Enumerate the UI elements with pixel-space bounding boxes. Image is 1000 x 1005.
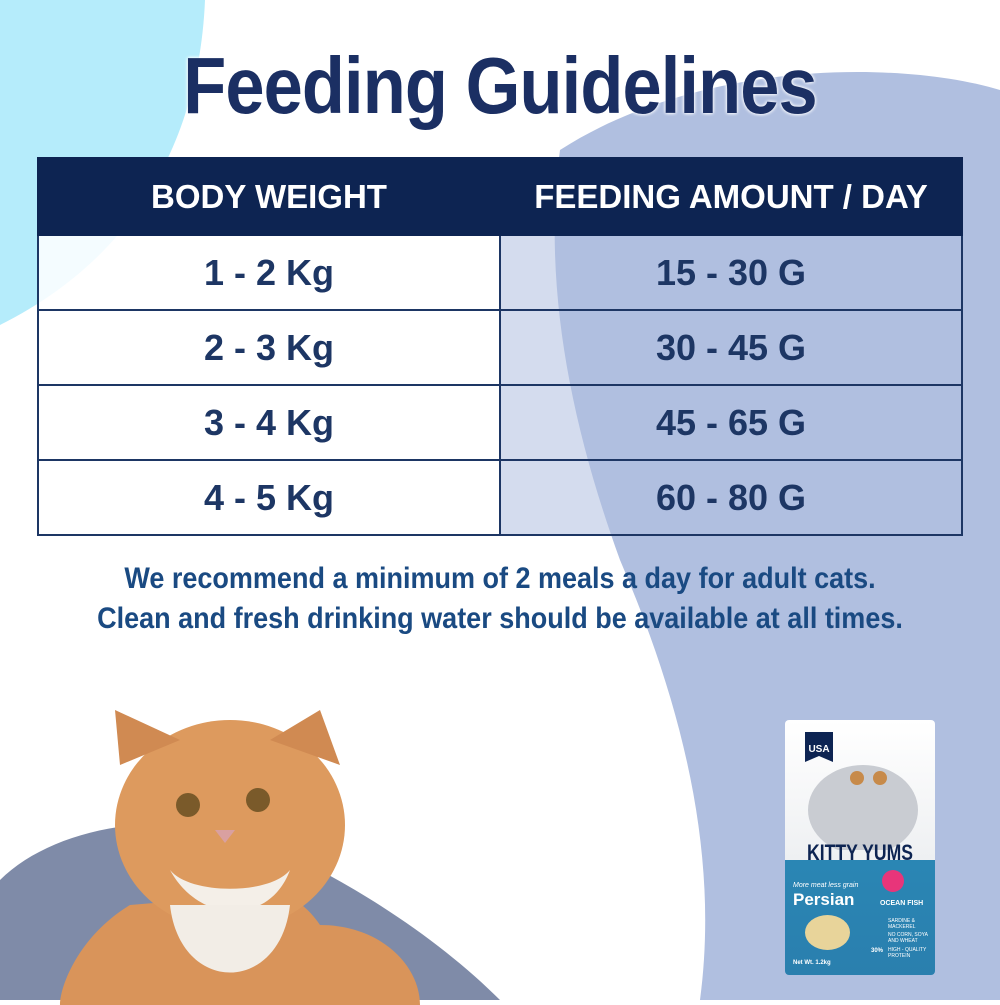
cat-illustration	[60, 710, 420, 1005]
weight-cell: 4 - 5 Kg	[37, 459, 501, 536]
note-meals: We recommend a minimum of 2 meals a day …	[124, 562, 876, 595]
usa-badge: USA	[805, 732, 833, 762]
feature-3: HIGH - QUALITY PROTEIN	[888, 947, 927, 959]
feature-2: NO CORN, SOYA AND WHEAT	[888, 932, 928, 944]
page-title: Feeding Guidelines	[183, 41, 817, 130]
flavor: OCEAN FISH	[880, 900, 924, 907]
table-header-row: BODY WEIGHT FEEDING AMOUNT / DAY	[37, 157, 963, 236]
amount-cell: 60 - 80 G	[499, 459, 963, 536]
header-body-weight: BODY WEIGHT	[37, 157, 501, 236]
feature-1: SARDINE & MACKEREL	[888, 918, 916, 930]
header-feeding-amount: FEEDING AMOUNT / DAY	[499, 157, 963, 236]
net-weight: Net Wt. 1.2kg	[793, 960, 831, 966]
amount-cell: 30 - 45 G	[499, 309, 963, 386]
weight-cell: 1 - 2 Kg	[37, 234, 501, 311]
fish-plate-image	[805, 915, 850, 950]
table-row: 1 - 2 Kg 15 - 30 G	[37, 234, 963, 311]
note-water: Clean and fresh drinking water should be…	[97, 602, 903, 635]
feeding-table: BODY WEIGHT FEEDING AMOUNT / DAY 1 - 2 K…	[37, 157, 963, 536]
table-row: 3 - 4 Kg 45 - 65 G	[37, 384, 963, 461]
persian-cat-photo	[808, 765, 918, 850]
product-package: USA KITTY YUMS More meat less grain Pers…	[785, 720, 935, 975]
protein-percent: 30%	[871, 948, 884, 954]
amount-cell: 15 - 30 G	[499, 234, 963, 311]
table-row: 4 - 5 Kg 60 - 80 G	[37, 459, 963, 536]
brand-name: KITTY YUMS	[807, 840, 913, 865]
table-row: 2 - 3 Kg 30 - 45 G	[37, 309, 963, 386]
weight-cell: 2 - 3 Kg	[37, 309, 501, 386]
amount-cell: 45 - 65 G	[499, 384, 963, 461]
weight-cell: 3 - 4 Kg	[37, 384, 501, 461]
tagline: More meat less grain	[793, 882, 859, 889]
variant: Persian	[793, 890, 855, 909]
fish-badge-icon	[882, 870, 904, 892]
